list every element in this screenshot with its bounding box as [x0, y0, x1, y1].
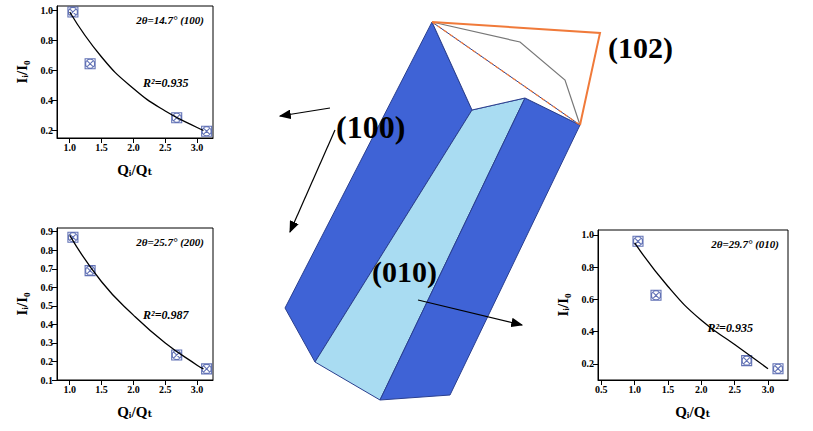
svg-text:Iᵢ/I₀: Iᵢ/I₀: [555, 293, 571, 317]
svg-text:1.0: 1.0: [628, 384, 641, 395]
svg-text:1.0: 1.0: [582, 229, 595, 240]
svg-text:1.5: 1.5: [95, 384, 108, 395]
svg-text:R²=0.935: R²=0.935: [142, 76, 188, 90]
svg-text:1.0: 1.0: [63, 384, 76, 395]
svg-text:2θ=25.7° (200): 2θ=25.7° (200): [135, 236, 204, 249]
svg-text:0.8: 0.8: [41, 245, 54, 256]
svg-text:0.5: 0.5: [595, 384, 608, 395]
svg-text:0.2: 0.2: [582, 358, 595, 369]
svg-text:2.5: 2.5: [728, 384, 741, 395]
svg-text:0.6: 0.6: [41, 282, 54, 293]
svg-text:0.4: 0.4: [41, 95, 54, 106]
svg-text:0.7: 0.7: [41, 263, 54, 274]
svg-text:2θ=29.7° (010): 2θ=29.7° (010): [710, 238, 779, 251]
svg-text:(010): (010): [372, 255, 437, 289]
svg-text:3.0: 3.0: [762, 384, 775, 395]
svg-text:Qᵢ/Qₜ: Qᵢ/Qₜ: [675, 404, 711, 420]
svg-text:0.4: 0.4: [582, 326, 595, 337]
svg-text:2.5: 2.5: [159, 142, 172, 153]
svg-text:Iᵢ/I₀: Iᵢ/I₀: [14, 292, 30, 316]
svg-text:0.4: 0.4: [41, 319, 54, 330]
svg-text:2.0: 2.0: [127, 384, 140, 395]
svg-text:1.0: 1.0: [63, 142, 76, 153]
svg-text:0.8: 0.8: [582, 262, 595, 273]
svg-text:0.8: 0.8: [41, 35, 54, 46]
svg-text:R²=0.935: R²=0.935: [707, 321, 753, 335]
svg-text:1.5: 1.5: [95, 142, 108, 153]
svg-text:Qᵢ/Qₜ: Qᵢ/Qₜ: [117, 404, 153, 420]
svg-text:3.0: 3.0: [191, 142, 204, 153]
svg-text:0.3: 0.3: [41, 337, 54, 348]
svg-text:0.2: 0.2: [41, 356, 54, 367]
svg-text:2.0: 2.0: [695, 384, 708, 395]
svg-text:0.5: 0.5: [41, 300, 54, 311]
svg-text:1.0: 1.0: [41, 5, 54, 16]
svg-text:2θ=14.7° (100): 2θ=14.7° (100): [135, 14, 204, 27]
svg-text:0.6: 0.6: [582, 294, 595, 305]
svg-text:(100): (100): [336, 109, 405, 145]
svg-text:0.9: 0.9: [41, 226, 54, 237]
svg-text:0.2: 0.2: [41, 125, 54, 136]
svg-text:0.6: 0.6: [41, 65, 54, 76]
svg-text:2.5: 2.5: [159, 384, 172, 395]
svg-text:Qᵢ/Qₜ: Qᵢ/Qₜ: [117, 162, 153, 178]
svg-text:R²=0.987: R²=0.987: [142, 308, 189, 322]
svg-text:Iᵢ/I₀: Iᵢ/I₀: [14, 60, 30, 84]
svg-text:0.1: 0.1: [41, 375, 54, 386]
svg-text:2.0: 2.0: [127, 142, 140, 153]
svg-text:3.0: 3.0: [191, 384, 204, 395]
svg-text:1.5: 1.5: [662, 384, 675, 395]
svg-text:(102): (102): [608, 31, 673, 65]
